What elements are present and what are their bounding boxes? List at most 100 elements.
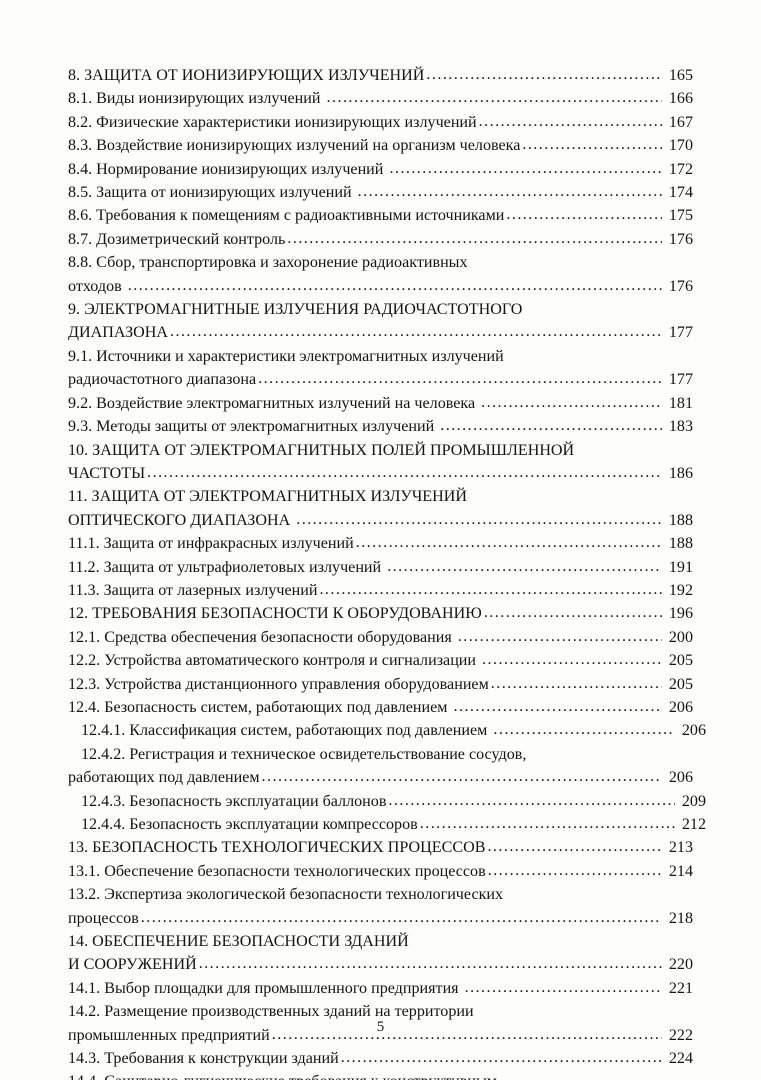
toc-page-number[interactable]: 188	[668, 535, 693, 553]
toc-page-number[interactable]: 175	[668, 207, 693, 225]
toc-entry[interactable]: 14.2. Размещение производственных зданий…	[68, 1000, 693, 1047]
toc-entry[interactable]: 14.1. Выбор площадки для промышленного п…	[68, 977, 693, 1000]
dot-leader	[147, 461, 662, 484]
toc-page-number[interactable]: 205	[668, 652, 693, 670]
toc-page-number[interactable]: 174	[668, 184, 693, 202]
toc-entry[interactable]: 9.1. Источники и характеристики электром…	[68, 345, 693, 392]
toc-page-number[interactable]: 192	[668, 581, 693, 599]
toc-entry-final-line: отходов 176	[68, 275, 693, 298]
toc-page-number[interactable]: 205	[668, 675, 693, 693]
toc-entry-final-line: 12.3. Устройства дистанционного управлен…	[68, 673, 693, 696]
toc-entry[interactable]: 10. ЗАЩИТА ОТ ЭЛЕКТРОМАГНИТНЫХ ПОЛЕЙ ПРО…	[68, 439, 693, 486]
toc-page-number[interactable]: 183	[668, 418, 693, 436]
toc-entry-title: 8.6. Требования к помещениям с радиоакти…	[68, 207, 505, 225]
toc-entry[interactable]: 8.5. Защита от ионизирующих излучений 17…	[68, 181, 693, 204]
toc-entry[interactable]: 8.7. Дозиметрический контроль 176	[68, 228, 693, 251]
toc-entry-title: 8.4. Нормирование ионизирующих излучений	[68, 160, 388, 178]
toc-entry[interactable]: 8.6. Требования к помещениям с радиоакти…	[68, 204, 693, 227]
toc-page-number[interactable]: 172	[668, 160, 693, 178]
toc-entry[interactable]: 12.1. Средства обеспечения безопасности …	[68, 626, 693, 649]
toc-page-number[interactable]: 191	[668, 558, 693, 576]
toc-page-number[interactable]: 213	[668, 839, 693, 857]
toc-page-number[interactable]: 177	[668, 371, 693, 389]
toc-entry[interactable]: 12.3. Устройства дистанционного управлен…	[68, 673, 693, 696]
dot-leader	[341, 1046, 662, 1069]
toc-entry-final-line: 11.1. Защита от инфракрасных излучений 18…	[68, 532, 693, 555]
toc-page-number[interactable]: 196	[668, 605, 693, 623]
toc-entry-title: ЧАСТОТЫ	[68, 464, 146, 482]
toc-entry[interactable]: 13.1. Обеспечение безопасности технологи…	[68, 860, 693, 883]
dot-leader	[487, 835, 662, 858]
toc-page-number[interactable]: 176	[668, 230, 693, 248]
toc-entry-final-line: 12.1. Средства обеспечения безопасности …	[68, 626, 693, 649]
toc-entry-final-line: 13.1. Обеспечение безопасности технологи…	[68, 860, 693, 883]
dot-leader	[482, 648, 662, 671]
toc-page-number[interactable]: 177	[668, 324, 693, 342]
toc-page-number[interactable]: 188	[668, 511, 693, 529]
toc-page-number[interactable]: 224	[668, 1050, 693, 1068]
toc-page-number[interactable]: 209	[681, 792, 706, 810]
toc-entry-title: 9. ЭЛЕКТРОМАГНИТНЫЕ ИЗЛУЧЕНИЯ РАДИОЧАСТО…	[68, 301, 523, 319]
toc-entry-final-line: 8.1. Виды ионизирующих излучений 166	[68, 87, 693, 110]
toc-entry[interactable]: 8.3. Воздействие ионизирующих излучений …	[68, 134, 693, 157]
toc-entry[interactable]: 12.4.4. Безопасность эксплуатации компре…	[68, 813, 706, 836]
toc-page-number[interactable]: 181	[668, 394, 693, 412]
toc-page-number[interactable]: 206	[681, 722, 706, 740]
toc-entry-title: 8. ЗАЩИТА ОТ ИОНИЗИРУЮЩИХ ИЗЛУЧЕНИЙ	[68, 67, 425, 84]
dot-leader	[388, 789, 675, 812]
dot-leader	[199, 952, 662, 975]
toc-page-number[interactable]: 200	[668, 628, 693, 646]
toc-entry-final-line: 8.6. Требования к помещениям с радиоакти…	[68, 204, 693, 227]
toc-entry[interactable]: 12. ТРЕБОВАНИЯ БЕЗОПАСНОСТИ К ОБОРУДОВАН…	[68, 602, 693, 625]
toc-entry[interactable]: 8.4. Нормирование ионизирующих излучений…	[68, 158, 693, 181]
toc-entry-final-line: 8.7. Дозиметрический контроль 176	[68, 228, 693, 251]
toc-page-number[interactable]: 166	[668, 90, 693, 108]
toc-entry[interactable]: 8.1. Виды ионизирующих излучений 166	[68, 87, 693, 110]
toc-entry-title: 11.1. Защита от инфракрасных излучений	[68, 535, 354, 553]
toc-entry[interactable]: 11. ЗАЩИТА ОТ ЭЛЕКТРОМАГНИТНЫХ ИЗЛУЧЕНИЙ…	[68, 485, 693, 532]
toc-entry[interactable]: 11.1. Защита от инфракрасных излучений 18…	[68, 532, 693, 555]
toc-entry[interactable]: 14.3. Требования к конструкции зданий 224	[68, 1047, 693, 1070]
toc-entry[interactable]: 8. ЗАЩИТА ОТ ИОНИЗИРУЮЩИХ ИЗЛУЧЕНИЙ 165	[68, 64, 693, 87]
toc-entry-title: ДИАПАЗОНА	[68, 324, 168, 342]
toc-entry[interactable]: 9. ЭЛЕКТРОМАГНИТНЫЕ ИЗЛУЧЕНИЯ РАДИОЧАСТО…	[68, 298, 693, 345]
toc-page-number[interactable]: 218	[668, 909, 693, 927]
toc-entry[interactable]: 13. БЕЗОПАСНОСТЬ ТЕХНОЛОГИЧЕСКИХ ПРОЦЕСС…	[68, 836, 693, 859]
toc-page-number[interactable]: 206	[668, 698, 693, 716]
toc-entry[interactable]: 14. ОБЕСПЕЧЕНИЕ БЕЗОПАСНОСТИ ЗДАНИЙ И СОО…	[68, 930, 693, 977]
toc-page-number[interactable]: 206	[668, 769, 693, 787]
dot-leader	[141, 906, 662, 929]
toc-entry[interactable]: 13.2. Экспертиза экологической безопасно…	[68, 883, 693, 930]
toc-entry-final-line: 12.4. Безопасность систем, работающих по…	[68, 696, 693, 719]
toc-page-number[interactable]: 222	[668, 1026, 693, 1044]
toc-entry-title: 8.8. Сбор, транспортировка и захоронение…	[68, 254, 468, 272]
toc-page-number[interactable]: 186	[668, 464, 693, 482]
toc-entry[interactable]: 8.8. Сбор, транспортировка и захоронение…	[68, 251, 693, 298]
toc-entry[interactable]: 12.4. Безопасность систем, работающих по…	[68, 696, 693, 719]
toc-entry[interactable]: 12.4.2. Регистрация и техническое освиде…	[68, 743, 693, 790]
toc-entry[interactable]: 12.4.1. Классификация систем, работающих…	[68, 719, 706, 742]
toc-page-number[interactable]: 221	[668, 979, 693, 997]
dot-leader	[287, 227, 662, 250]
toc-entry[interactable]: 12.4.3. Безопасность эксплуатации баллон…	[68, 789, 706, 813]
toc-entry[interactable]: 14.4. Санитарно-гигиенические требования…	[68, 1070, 693, 1080]
dot-leader	[358, 180, 662, 203]
toc-entry[interactable]: 9.3. Методы защиты от электромагнитных и…	[68, 415, 693, 438]
toc-entry-title: работающих под давлением	[68, 769, 260, 787]
toc-entry[interactable]: 8.2. Физические характеристики ионизирую…	[68, 111, 693, 134]
toc-entry[interactable]: 12.2. Устройства автоматического контрол…	[68, 649, 693, 672]
toc-page-number[interactable]: 167	[668, 113, 693, 131]
toc-entry-title: 8.1. Виды ионизирующих излучений	[68, 90, 325, 108]
toc-page-number[interactable]: 220	[668, 956, 693, 974]
toc-page-number[interactable]: 212	[681, 816, 706, 833]
dot-leader	[128, 274, 662, 297]
toc-entry[interactable]: 11.2. Защита от ультрафиолетовых излучен…	[68, 556, 693, 579]
toc-page-number[interactable]: 214	[668, 862, 693, 880]
toc-entry[interactable]: 11.3. Защита от лазерных излучений 192	[68, 579, 693, 602]
toc-page-number[interactable]: 176	[668, 277, 693, 295]
toc-entry-final-line: 12.4.1. Классификация систем, работающих…	[68, 719, 706, 742]
toc-entry[interactable]: 9.2. Воздействие электромагнитных излуче…	[68, 392, 693, 415]
toc-page-number[interactable]: 165	[668, 67, 693, 84]
dot-leader	[387, 555, 662, 578]
toc-page-number[interactable]: 170	[668, 137, 693, 155]
